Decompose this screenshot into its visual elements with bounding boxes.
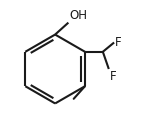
Text: OH: OH xyxy=(69,9,87,22)
Text: F: F xyxy=(110,70,116,83)
Text: F: F xyxy=(115,36,121,49)
